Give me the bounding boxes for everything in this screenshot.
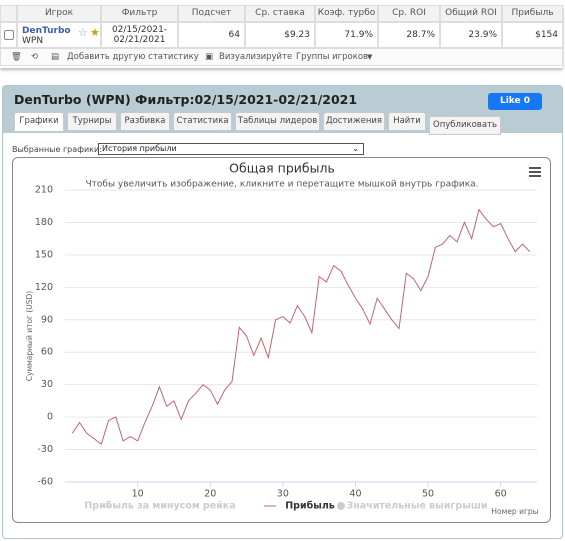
header-cell[interactable]: Фильтр bbox=[101, 5, 178, 22]
select-value: История прибыли bbox=[102, 144, 177, 153]
groups[interactable]: Группы игроков bbox=[296, 52, 369, 62]
cell: 23.9% bbox=[440, 22, 502, 48]
player-cell: DenTurbo WPN ☆ ★ bbox=[17, 22, 101, 48]
y-tick-label: 210 bbox=[35, 185, 53, 196]
tab[interactable]: Разбивка bbox=[120, 112, 170, 131]
y-tick-label: 180 bbox=[35, 217, 53, 228]
tab[interactable]: Турниры bbox=[67, 112, 117, 131]
header-cell[interactable]: Подсчет bbox=[178, 5, 245, 22]
select-arrow: ⌄ bbox=[352, 144, 359, 153]
chart-title: Общая прибыль bbox=[229, 161, 335, 176]
x-tick-label: 10 bbox=[132, 489, 144, 500]
chart-frame bbox=[12, 157, 551, 523]
player-site: WPN bbox=[22, 36, 44, 46]
chart-icon: ▣ bbox=[205, 52, 214, 62]
x-tick-label: 20 bbox=[204, 489, 216, 500]
dropdown-arrow: ▼ bbox=[367, 53, 373, 61]
checkbox-cell bbox=[0, 22, 17, 48]
y-axis-label: Суммарный итог (USD) bbox=[25, 291, 34, 382]
add-stat[interactable]: Добавить другую статистику bbox=[67, 52, 199, 62]
cell: $154 bbox=[502, 22, 563, 48]
legend-entry: Прибыль за минусом рейка bbox=[84, 501, 235, 512]
x-tick-label: 30 bbox=[277, 489, 289, 500]
legend-entry: Значительные выигрыши bbox=[346, 501, 487, 512]
menu-icon[interactable] bbox=[529, 167, 541, 177]
header-cell[interactable]: Коэф. турбо bbox=[315, 5, 378, 22]
cell: 71.9% bbox=[315, 22, 378, 48]
header-cell[interactable]: Ср. ROI bbox=[378, 5, 440, 22]
tab[interactable]: Опубликовать bbox=[429, 116, 501, 135]
cell: 64 bbox=[178, 22, 245, 48]
tab[interactable]: Таблицы лидеров bbox=[235, 112, 320, 131]
legend-symbol bbox=[337, 502, 345, 510]
panel bbox=[2, 85, 563, 539]
header-cell[interactable]: Прибыль bbox=[502, 5, 563, 22]
x-axis-label: Номер игры bbox=[491, 507, 538, 516]
select-label: Выбранные графики: bbox=[12, 145, 102, 154]
tab[interactable]: Статистика bbox=[173, 112, 232, 131]
tab[interactable]: Графики bbox=[14, 112, 64, 131]
x-tick-label: 40 bbox=[349, 489, 361, 500]
header-cell[interactable]: Общий ROI bbox=[440, 5, 502, 22]
y-tick-label: 150 bbox=[35, 249, 53, 260]
checkbox[interactable] bbox=[4, 30, 14, 40]
visualize[interactable]: Визуализируйте bbox=[219, 52, 293, 62]
cell: 28.7% bbox=[378, 22, 440, 48]
filter-cell: 02/15/2021-02/21/2021 bbox=[101, 22, 178, 48]
panel-title: DenTurbo (WPN) Фильтр:02/15/2021-02/21/2… bbox=[14, 92, 358, 107]
player-name[interactable]: DenTurbo bbox=[22, 26, 71, 36]
legend-entry: Прибыль bbox=[285, 501, 335, 512]
star-icon[interactable]: ☆ bbox=[78, 26, 88, 39]
add-icon: ▤ bbox=[51, 52, 60, 62]
header-cell[interactable]: Ср. ставка bbox=[245, 5, 315, 22]
y-tick-label: 0 bbox=[47, 412, 53, 423]
chart: Общая прибыль Чтобы увеличить изображени… bbox=[25, 161, 541, 516]
toolbar: 🗑 ⟲ ▤ Добавить другую статистику ▣ Визуа… bbox=[0, 48, 563, 66]
profit-line bbox=[71, 208, 531, 445]
like-button[interactable]: Like 0 bbox=[488, 93, 542, 110]
x-tick-label: 60 bbox=[495, 489, 507, 500]
y-tick-label: 60 bbox=[41, 347, 53, 358]
y-tick-label: 90 bbox=[41, 314, 53, 325]
badge-icon: ★ bbox=[90, 26, 100, 39]
y-tick-label: -60 bbox=[37, 477, 53, 488]
header-cell bbox=[0, 5, 17, 22]
link-icon[interactable]: ⟲ bbox=[31, 52, 39, 62]
trash-icon[interactable]: 🗑 bbox=[11, 52, 22, 62]
y-tick-label: -30 bbox=[37, 444, 53, 455]
y-tick-label: 120 bbox=[35, 282, 53, 293]
chart-subtitle: Чтобы увеличить изображение, кликните и … bbox=[85, 180, 478, 190]
header-cell: Игрок bbox=[17, 5, 101, 22]
cell: $9.23 bbox=[245, 22, 315, 48]
x-tick-label: 50 bbox=[422, 489, 434, 500]
y-tick-label: 30 bbox=[41, 379, 53, 390]
tab[interactable]: Достижения bbox=[323, 112, 385, 131]
tab[interactable]: Найти bbox=[388, 112, 426, 131]
select[interactable]: История прибыли ⌄ bbox=[98, 143, 364, 155]
